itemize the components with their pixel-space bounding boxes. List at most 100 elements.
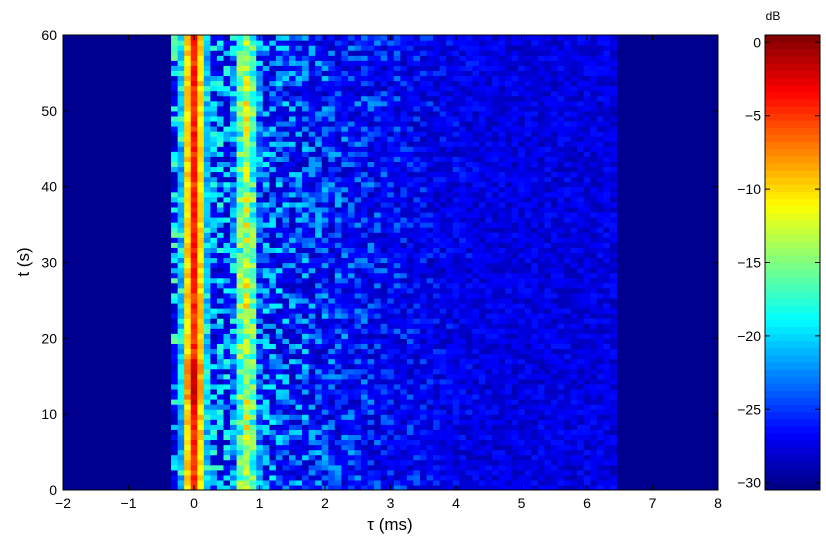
heatmap-cell [564,282,572,289]
heatmap-cell [570,343,578,350]
heatmap-cell [236,237,244,243]
heatmap-cell [511,181,519,188]
heatmap-cell [609,368,618,375]
heatmap-cell [583,156,591,162]
heatmap-cell [505,363,513,370]
heatmap-cell [256,141,264,147]
heatmap-cell [302,343,310,350]
heatmap-cell [171,171,179,178]
heatmap-cell [269,282,277,289]
heatmap-cell [564,247,572,253]
heatmap-cell [216,429,225,435]
heatmap-cell [236,419,244,425]
heatmap-cell [262,146,270,152]
heatmap-cell [433,186,441,193]
heatmap-cell [223,434,231,441]
heatmap-cell [446,186,454,193]
heatmap-cell [478,479,487,486]
heatmap-cell [354,115,362,122]
heatmap-cell [550,318,559,324]
heatmap-cell [341,479,349,486]
heatmap-cell [433,368,441,375]
heatmap-cell [492,131,500,137]
heatmap-cell [590,181,598,188]
heatmap-cell [505,313,513,319]
heatmap-cell [400,464,408,471]
heatmap-cell [361,358,369,365]
heatmap-cell [328,353,336,360]
heatmap-cell [406,363,415,370]
heatmap-cell [230,404,238,410]
heatmap-cell [308,313,316,319]
heatmap-cell [485,469,493,476]
heatmap-cell [249,328,257,334]
heatmap-cell [236,343,244,350]
heatmap-cell [537,282,546,289]
heatmap-cell [544,308,552,314]
heatmap-cell [446,388,454,395]
heatmap-cell [472,272,480,279]
heatmap-cell [341,297,349,304]
heatmap-cell [452,222,460,228]
heatmap-cell [197,247,205,253]
heatmap-cell [302,247,310,253]
heatmap-cell [400,186,408,193]
heatmap-cell [531,136,539,142]
heatmap-cell [577,267,585,274]
heatmap-cell [177,378,185,385]
heatmap-cell [557,272,565,279]
heatmap-cell [485,373,493,380]
heatmap-cell [524,378,532,385]
heatmap-cell [439,373,447,380]
heatmap-cell [609,348,618,355]
heatmap-cell [413,343,421,350]
heatmap-cell [518,141,526,147]
heatmap-cell [243,358,251,365]
heatmap-cell [262,383,270,390]
heatmap-cell [223,166,231,173]
heatmap-cell [439,146,447,152]
heatmap-cell [308,363,316,370]
heatmap-cell [315,348,323,355]
heatmap-cell [197,444,205,451]
heatmap-cell [328,449,336,456]
heatmap-cell [583,363,591,370]
heatmap-cell [596,247,604,253]
heatmap-cell [485,141,493,147]
heatmap-cell [210,257,218,264]
heatmap-cell [511,439,519,446]
heatmap-cell [505,308,513,314]
heatmap-cell [302,201,310,208]
heatmap-cell [531,232,539,238]
heatmap-cell [452,141,460,147]
heatmap-cell [433,419,441,425]
heatmap-cell [511,166,519,173]
heatmap-cell [361,429,369,435]
heatmap-cell [177,313,185,319]
heatmap-cell [590,363,598,370]
heatmap-cell [505,126,513,132]
heatmap-cell [557,409,565,415]
heatmap-cell [262,404,270,410]
heatmap-cell [308,131,316,137]
heatmap-cell [184,136,192,142]
heatmap-cell [334,217,342,223]
heatmap-cell [367,166,375,173]
heatmap-cell [577,181,585,188]
heatmap-cell [328,328,336,334]
heatmap-cell [505,419,513,425]
heatmap-cell [446,484,454,490]
heatmap-cell [465,166,473,173]
heatmap-cell [190,257,198,264]
heatmap-cell [609,363,618,370]
heatmap-cell [511,292,519,299]
heatmap-cell [302,126,310,132]
heatmap-cell [433,409,441,415]
heatmap-cell [609,232,618,238]
heatmap-cell [426,343,434,350]
heatmap-cell [459,277,467,284]
heatmap-cell [334,287,342,294]
heatmap-cell [577,201,585,208]
heatmap-cell [492,464,500,471]
heatmap-cell [210,429,218,435]
